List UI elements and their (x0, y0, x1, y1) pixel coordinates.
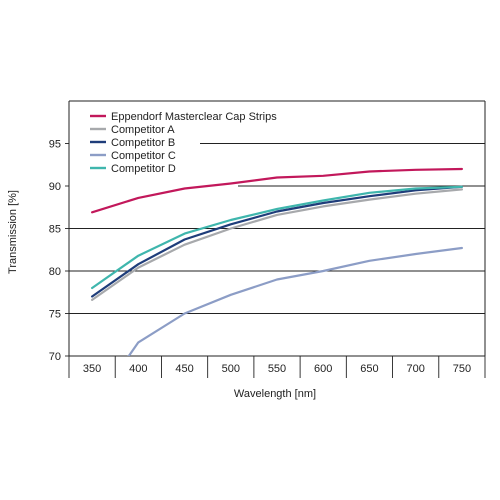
x-tick-label-550: 550 (268, 363, 286, 375)
y-tick-label-95: 95 (49, 139, 61, 151)
x-axis-title: Wavelength [nm] (234, 388, 316, 400)
y-axis-title: Transmission [%] (7, 190, 19, 274)
legend-label-1: Competitor A (111, 124, 175, 136)
x-tick-label-450: 450 (175, 363, 193, 375)
tick-labels: 350 400 450 500 550 600 650 700 750 70 75 80 85 90 95 (49, 139, 471, 376)
y-tick-label-75: 75 (49, 309, 61, 321)
x-tick-label-700: 700 (406, 363, 424, 375)
grid-lines (69, 143, 485, 314)
series-line-0 (91, 167, 463, 214)
y-tick-label-80: 80 (49, 266, 61, 278)
y-tick-label-70: 70 (49, 351, 61, 363)
series-line-2 (91, 185, 463, 298)
x-tick-label-600: 600 (314, 363, 332, 375)
y-tick-label-85: 85 (49, 224, 61, 236)
x-tick-label-750: 750 (453, 363, 471, 375)
x-tick-label-400: 400 (129, 363, 147, 375)
legend: Eppendorf Masterclear Cap StripsCompetit… (90, 111, 277, 175)
x-tick-label-350: 350 (83, 363, 101, 375)
series-line-1 (91, 188, 463, 301)
x-tick-label-500: 500 (222, 363, 240, 375)
legend-label-4: Competitor D (111, 163, 176, 175)
legend-label-2: Competitor B (111, 137, 175, 149)
axes (65, 100, 486, 378)
series-lines (91, 167, 463, 356)
y-tick-label-90: 90 (49, 181, 61, 193)
x-tick-label-650: 650 (360, 363, 378, 375)
legend-label-0: Eppendorf Masterclear Cap Strips (111, 111, 277, 123)
series-line-4 (91, 185, 463, 290)
legend-label-3: Competitor C (111, 150, 176, 162)
series-line-3 (127, 246, 463, 356)
